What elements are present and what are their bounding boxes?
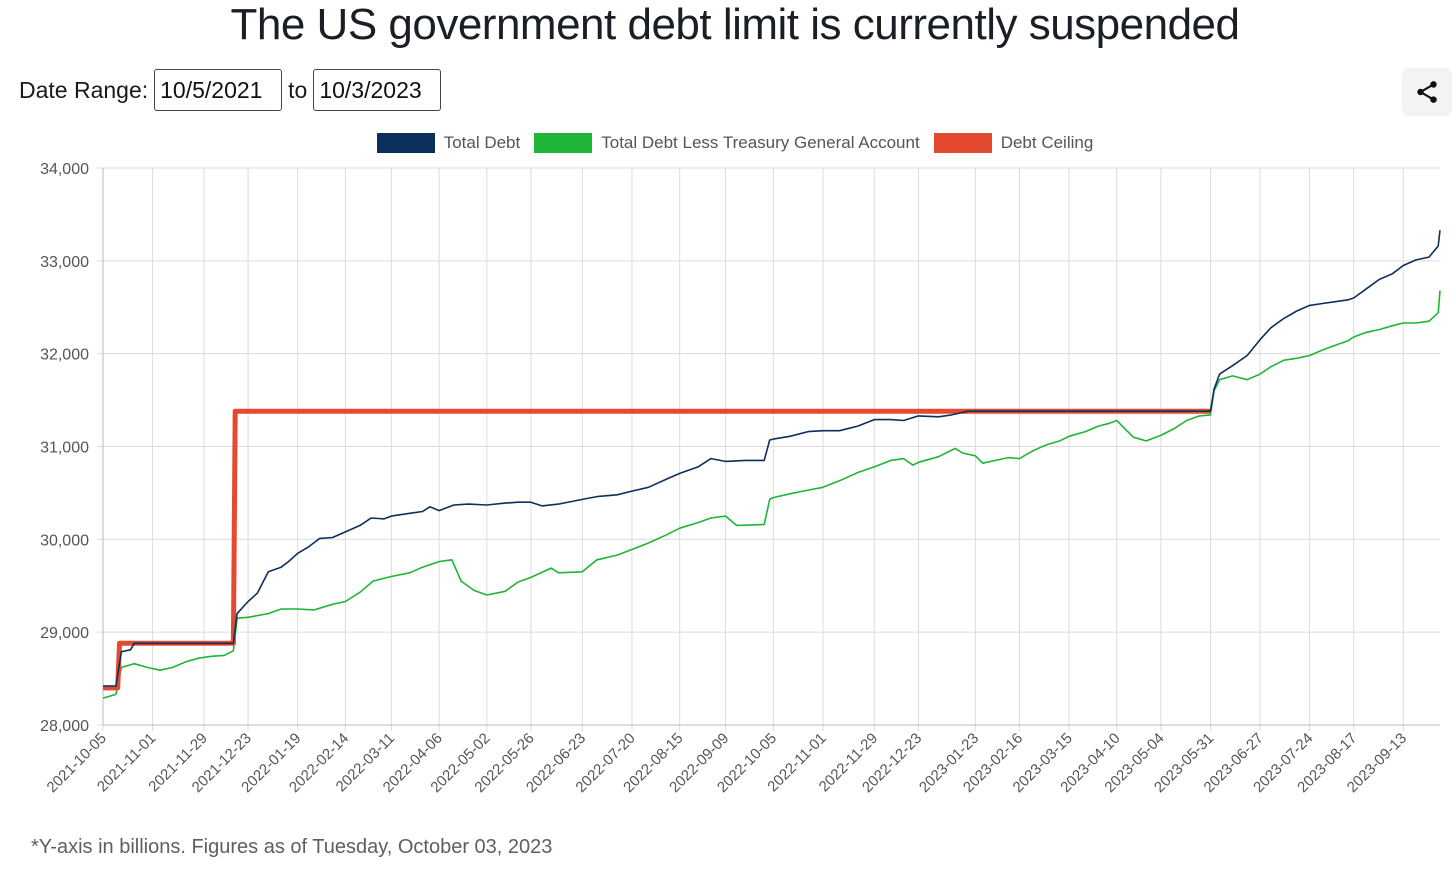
y-tick-label: 33,000 bbox=[40, 254, 89, 271]
y-tick-label: 31,000 bbox=[40, 440, 89, 457]
start-date-input[interactable] bbox=[154, 69, 283, 111]
date-range-controls: Date Range: to bbox=[19, 68, 442, 112]
y-tick-label: 32,000 bbox=[40, 347, 89, 364]
legend-item-debt-ceiling[interactable]: Debt Ceiling bbox=[933, 133, 1094, 153]
legend-swatch-total-debt bbox=[376, 133, 435, 153]
debt-ceiling-line bbox=[103, 408, 1211, 691]
y-tick-label: 28,000 bbox=[40, 718, 89, 735]
chart-title: The US government debt limit is currentl… bbox=[230, 0, 1241, 49]
debt-less-tga-line bbox=[102, 290, 1441, 699]
share-button[interactable] bbox=[1402, 68, 1452, 116]
legend-swatch-debt-less-tga bbox=[534, 133, 593, 153]
legend-label-debt-ceiling: Debt Ceiling bbox=[1000, 133, 1094, 152]
y-tick-label: 29,000 bbox=[40, 625, 89, 642]
y-tick-label: 30,000 bbox=[40, 532, 89, 549]
footnote: *Y-axis in billions. Figures as of Tuesd… bbox=[31, 836, 553, 858]
share-icon bbox=[1417, 81, 1437, 103]
legend-item-debt-less-tga[interactable]: Total Debt Less Treasury General Account bbox=[534, 133, 920, 153]
end-date-input[interactable] bbox=[313, 69, 442, 111]
legend-swatch-debt-ceiling bbox=[933, 133, 992, 153]
to-label: to bbox=[288, 76, 308, 103]
chart-legend: Total Debt Total Debt Less Treasury Gene… bbox=[0, 133, 1456, 153]
y-tick-label: 34,000 bbox=[40, 161, 89, 178]
date-range-label: Date Range: bbox=[19, 76, 149, 103]
legend-label-total-debt: Total Debt bbox=[443, 133, 521, 152]
legend-label-debt-less-tga: Total Debt Less Treasury General Account bbox=[601, 133, 920, 152]
legend-item-total-debt[interactable]: Total Debt bbox=[376, 133, 521, 153]
total-debt-line bbox=[103, 230, 1441, 687]
